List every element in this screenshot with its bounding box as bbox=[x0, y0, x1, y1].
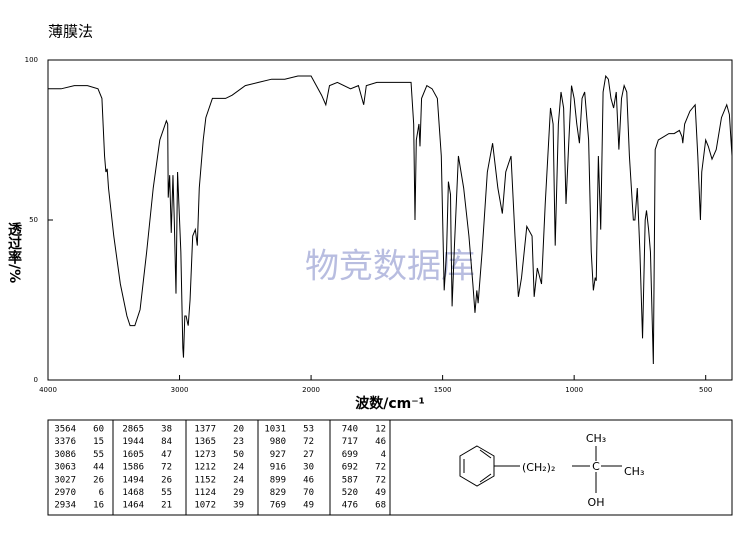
peak-intensity: 70 bbox=[303, 488, 314, 498]
peak-intensity: 26 bbox=[93, 475, 104, 485]
peak-intensity: 12 bbox=[375, 425, 386, 435]
structure-center: C bbox=[592, 460, 600, 473]
peak-intensity: 72 bbox=[375, 475, 386, 485]
plot-frame bbox=[47, 59, 733, 381]
peak-wavenumber: 927 bbox=[270, 450, 286, 460]
peak-intensity: 23 bbox=[233, 437, 244, 447]
peak-wavenumber: 899 bbox=[270, 475, 286, 485]
peak-wavenumber: 699 bbox=[342, 450, 358, 460]
y-tick-label: 0 bbox=[34, 376, 38, 384]
peak-intensity: 38 bbox=[161, 425, 172, 435]
peak-wavenumber: 717 bbox=[342, 437, 358, 447]
spectrum-line bbox=[48, 74, 733, 365]
peak-wavenumber: 1944 bbox=[122, 437, 144, 447]
chart-title: 薄膜法 bbox=[48, 23, 93, 41]
peak-intensity: 68 bbox=[375, 501, 386, 511]
x-tick-label: 3000 bbox=[171, 386, 189, 394]
peak-wavenumber: 1605 bbox=[122, 450, 144, 460]
structure-bonds bbox=[459, 445, 622, 493]
peak-intensity: 46 bbox=[303, 475, 314, 485]
structure-top: CH₃ bbox=[586, 432, 606, 445]
peak-wavenumber: 1072 bbox=[194, 501, 216, 511]
peak-intensity: 55 bbox=[93, 450, 104, 460]
peak-wavenumber: 1212 bbox=[194, 463, 216, 473]
x-tick-label: 1500 bbox=[434, 386, 452, 394]
peak-wavenumber: 1365 bbox=[194, 437, 216, 447]
peak-wavenumber: 1152 bbox=[194, 475, 216, 485]
peak-wavenumber: 1273 bbox=[194, 450, 216, 460]
peak-intensity: 60 bbox=[93, 425, 104, 435]
peak-wavenumber: 2865 bbox=[122, 425, 144, 435]
peak-intensity: 72 bbox=[303, 437, 314, 447]
y-tick-label: 100 bbox=[25, 56, 38, 64]
peak-wavenumber: 587 bbox=[342, 475, 358, 485]
peak-wavenumber: 3376 bbox=[54, 437, 76, 447]
structure-bottom: OH bbox=[588, 496, 605, 509]
x-tick-label: 1000 bbox=[565, 386, 583, 394]
peak-wavenumber: 769 bbox=[270, 501, 286, 511]
peak-intensity: 15 bbox=[93, 437, 104, 447]
peak-wavenumber: 692 bbox=[342, 463, 358, 473]
peak-intensity: 20 bbox=[233, 425, 244, 435]
y-tick-label: 50 bbox=[29, 216, 38, 224]
peak-intensity: 55 bbox=[161, 488, 172, 498]
peak-wavenumber: 1464 bbox=[122, 501, 144, 511]
peak-wavenumber: 1494 bbox=[122, 475, 144, 485]
peak-wavenumber: 1124 bbox=[194, 488, 216, 498]
peak-intensity: 72 bbox=[161, 463, 172, 473]
peak-wavenumber: 1586 bbox=[122, 463, 144, 473]
peak-intensity: 47 bbox=[161, 450, 172, 460]
peak-wavenumber: 829 bbox=[270, 488, 286, 498]
x-axis-label: 波数/cm⁻¹ bbox=[355, 395, 425, 412]
peak-intensity: 44 bbox=[93, 463, 104, 473]
peak-wavenumber: 3086 bbox=[54, 450, 76, 460]
peak-wavenumber: 740 bbox=[342, 425, 358, 435]
peak-intensity: 16 bbox=[93, 501, 104, 511]
peak-intensity: 21 bbox=[161, 501, 172, 511]
peak-intensity: 72 bbox=[375, 463, 386, 473]
peak-wavenumber: 1468 bbox=[122, 488, 144, 498]
peak-wavenumber: 520 bbox=[342, 488, 358, 498]
peak-intensity: 84 bbox=[161, 437, 172, 447]
peak-wavenumber: 3063 bbox=[54, 463, 76, 473]
peak-intensity: 24 bbox=[233, 463, 244, 473]
peak-wavenumber: 2970 bbox=[54, 488, 76, 498]
peak-wavenumber: 1031 bbox=[264, 425, 286, 435]
peak-intensity: 30 bbox=[303, 463, 314, 473]
peak-intensity: 50 bbox=[233, 450, 244, 460]
peak-wavenumber: 3027 bbox=[54, 475, 76, 485]
peak-intensity: 27 bbox=[303, 450, 314, 460]
peak-wavenumber: 3564 bbox=[54, 425, 76, 435]
peak-intensity: 6 bbox=[99, 488, 104, 498]
watermark: 物竞数据库 bbox=[305, 247, 475, 287]
x-tick-label: 4000 bbox=[39, 386, 57, 394]
peak-wavenumber: 476 bbox=[342, 501, 358, 511]
peak-intensity: 49 bbox=[303, 501, 314, 511]
peak-intensity: 49 bbox=[375, 488, 386, 498]
x-tick-label: 500 bbox=[699, 386, 712, 394]
peak-intensity: 29 bbox=[233, 488, 244, 498]
peak-intensity: 26 bbox=[161, 475, 172, 485]
peak-wavenumber: 2934 bbox=[54, 501, 76, 511]
peak-intensity: 46 bbox=[375, 437, 386, 447]
peak-intensity: 4 bbox=[381, 450, 386, 460]
x-tick-label: 2000 bbox=[302, 386, 320, 394]
structure-right: CH₃ bbox=[624, 465, 644, 478]
peak-wavenumber: 916 bbox=[270, 463, 286, 473]
peak-wavenumber: 1377 bbox=[194, 425, 216, 435]
peak-intensity: 39 bbox=[233, 501, 244, 511]
peak-intensity: 24 bbox=[233, 475, 244, 485]
peak-wavenumber: 980 bbox=[270, 437, 286, 447]
y-axis-label: 透过率/% bbox=[6, 222, 22, 283]
structure-chain: (CH₂)₂ bbox=[522, 461, 555, 474]
peak-intensity: 53 bbox=[303, 425, 314, 435]
